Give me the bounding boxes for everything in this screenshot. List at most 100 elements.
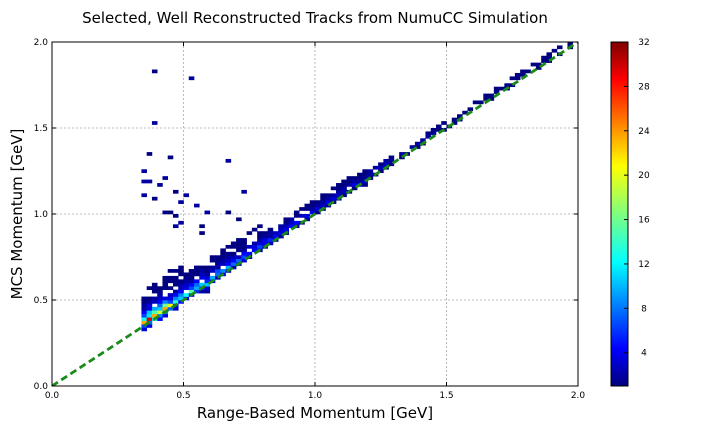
heatmap-bin [220, 255, 226, 260]
heatmap-bin [315, 207, 321, 211]
heatmap-bin [414, 141, 421, 146]
heatmap-bin [341, 179, 347, 184]
heatmap-bin [435, 128, 442, 132]
heatmap-bin [541, 59, 547, 63]
heatmap-bin [194, 203, 200, 208]
heatmap-bin [267, 227, 274, 232]
heatmap-bin [499, 86, 505, 91]
heatmap-bin [199, 275, 205, 280]
heatmap-bin [241, 255, 247, 260]
heatmap-bin [309, 207, 316, 211]
heatmap-bin [178, 265, 184, 270]
heatmap-bin [257, 238, 263, 242]
chart-title: Selected, Well Reconstructed Tracks from… [82, 9, 548, 27]
heatmap-bin [194, 272, 200, 277]
x-tick-label: 2.0 [571, 391, 586, 401]
heatmap-bin [362, 183, 368, 187]
heatmap-bin [304, 203, 311, 208]
heatmap-bin [425, 134, 432, 139]
x-tick-label: 0.0 [45, 391, 60, 401]
heatmap-bin [336, 186, 342, 191]
heatmap-bin [257, 241, 263, 246]
heatmap-bin [194, 279, 200, 284]
heatmap-bin [178, 220, 184, 225]
heatmap-bin [151, 196, 158, 201]
heatmap-bin [188, 282, 195, 287]
reference-diagonal-line [52, 42, 578, 386]
heatmap-bin [167, 155, 174, 160]
heatmap-bin [146, 317, 153, 321]
heatmap-bin [151, 310, 158, 315]
y-tick-label: 0.0 [34, 382, 49, 392]
heatmap-bin [162, 282, 169, 287]
heatmap-bin [204, 272, 211, 277]
heatmap-bin [351, 183, 358, 187]
heatmap-bin [325, 200, 332, 204]
heatmap-bin [157, 289, 163, 294]
heatmap-bin [241, 238, 247, 242]
heatmap-bin [194, 286, 200, 290]
heatmap-bin [251, 248, 258, 253]
heatmap-bin [320, 196, 326, 201]
heatmap-bin [204, 265, 211, 270]
heatmap-bin [162, 210, 169, 215]
heatmap-bin [194, 289, 200, 294]
heatmap-bin [151, 313, 158, 318]
colorbar-tick-label: 20 [638, 171, 650, 181]
heatmap-bin [199, 265, 205, 270]
heatmap-bin [546, 52, 552, 57]
heatmap-bin [141, 313, 147, 318]
heatmap-bin [325, 193, 332, 198]
heatmap-bin [178, 286, 184, 290]
heatmap-bin [172, 279, 179, 284]
heatmap-bin [535, 62, 542, 67]
heatmap-bin [225, 158, 232, 163]
heatmap-bin [183, 272, 190, 277]
heatmap-bin [209, 275, 216, 280]
heatmap-bin [262, 231, 268, 235]
heatmap-bin [457, 114, 463, 118]
heatmap-bin [188, 279, 195, 284]
heatmap-bin [272, 234, 279, 239]
heatmap-bin [146, 300, 153, 304]
heatmap-bin [546, 59, 552, 63]
heatmap-bin [194, 269, 200, 273]
heatmap-bin [225, 258, 232, 263]
heatmap-bin [141, 296, 147, 301]
heatmap-bin [157, 303, 163, 308]
heatmap-bin [357, 179, 363, 184]
heatmap-bin [225, 210, 232, 215]
heatmap-bin [141, 169, 147, 174]
heatmap-bin [520, 69, 526, 74]
heatmap-bin [283, 224, 289, 229]
heatmap-bin [188, 269, 195, 273]
heatmap-bin [257, 224, 263, 229]
heatmap-bin [215, 269, 221, 273]
heatmap-bin [514, 76, 521, 81]
heatmap-bin [257, 244, 263, 249]
heatmap-bin [151, 306, 158, 311]
colorbar-ticks: 4 8 12 16 20 24 28 32 [624, 38, 650, 359]
colorbar-tick-label: 16 [638, 216, 650, 226]
heatmap-bin [283, 217, 289, 222]
heatmap-bin [141, 179, 147, 184]
heatmap-bin [209, 255, 216, 260]
heatmap-bin [178, 279, 184, 284]
x-tick-label: 0.5 [176, 391, 190, 401]
heatmap-bin [188, 289, 195, 294]
heatmap-bin [172, 289, 179, 294]
heatmap-bin [351, 186, 358, 191]
heatmap-bin [178, 272, 184, 277]
colorbar-tick-label: 28 [638, 82, 650, 92]
heatmap-bin [157, 310, 163, 315]
heatmap-bin [151, 121, 158, 125]
heatmap-bin [178, 296, 184, 301]
heatmap-bin [278, 231, 284, 235]
heatmap-bin [151, 289, 158, 294]
heatmap-bin [146, 306, 153, 311]
heatmap-bin [199, 231, 205, 235]
heatmap-bin [167, 296, 174, 301]
heatmap-bin [341, 186, 347, 191]
heatmap-bin [172, 189, 179, 194]
heatmap-bin [320, 193, 326, 198]
